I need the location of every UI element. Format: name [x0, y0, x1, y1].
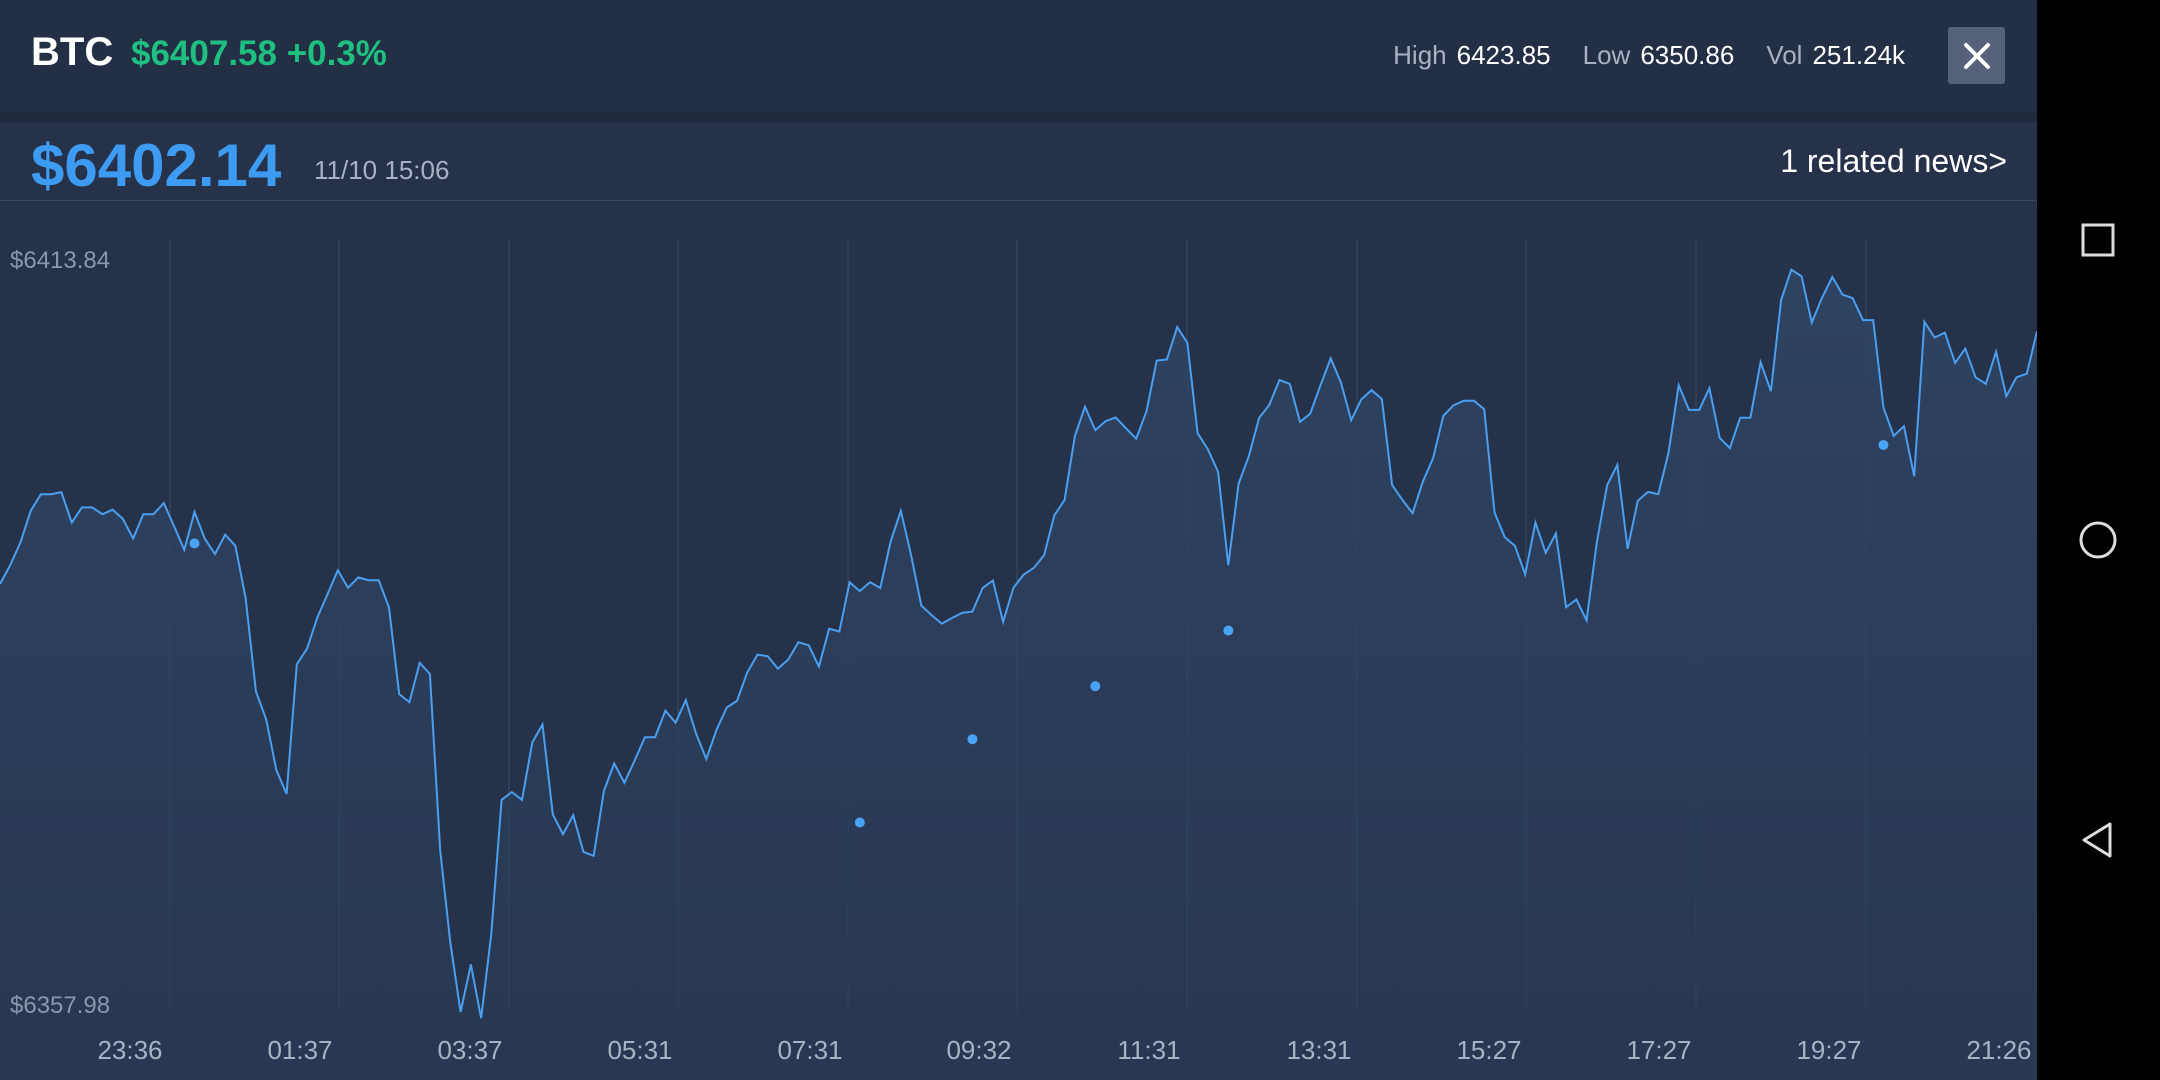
news-dot[interactable] [1090, 681, 1101, 692]
price-area-fill [0, 269, 2037, 1080]
news-dot[interactable] [967, 734, 978, 745]
header-bar: BTC $6407.58 +0.3% High 6423.85 Low 6350.8… [0, 0, 2037, 112]
x-axis-tick-label: 21:26 [1966, 1035, 2031, 1065]
stat-low-value: 6350.86 [1640, 40, 1735, 70]
x-axis-tick-label: 19:27 [1796, 1035, 1861, 1065]
recents-button[interactable] [2058, 200, 2138, 280]
x-axis-tick-label: 03:37 [437, 1035, 502, 1065]
price-timestamp: 11/10 15:06 [314, 155, 450, 185]
x-axis-tick-label: 05:31 [607, 1035, 672, 1065]
y-axis-max-label: $6413.84 [10, 247, 110, 274]
close-button[interactable] [1948, 27, 2005, 84]
news-dot[interactable] [189, 538, 200, 549]
circle-icon [2079, 521, 2117, 559]
x-axis-tick-label: 11:31 [1117, 1035, 1180, 1065]
stat-vol-label: Vol [1766, 40, 1803, 70]
home-button[interactable] [2058, 500, 2138, 580]
stats-bar: High 6423.85 Low 6350.86 Vol 251.24k [1393, 40, 1905, 71]
square-icon [2081, 223, 2115, 257]
back-button[interactable] [2058, 800, 2138, 880]
app-window: BTC $6407.58 +0.3% High 6423.85 Low 6350.8… [0, 0, 2037, 1080]
x-axis-tick-label: 23:36 [97, 1035, 162, 1065]
stat-high-value: 6423.85 [1456, 40, 1551, 70]
header-divider [0, 112, 2037, 122]
stat-vol: Vol 251.24k [1766, 40, 1905, 71]
x-axis-tick-label: 17:27 [1626, 1035, 1691, 1065]
coin-symbol: BTC [31, 30, 114, 74]
price-chart[interactable]: $6413.84 $6357.98 23:36 01:37 03:37 05:31 07:3… [0, 200, 2037, 1080]
x-axis-tick-label: 13:31 [1286, 1035, 1351, 1065]
y-axis-min-label: $6357.98 [10, 992, 110, 1019]
triangle-back-icon [2082, 822, 2112, 858]
stat-high: High 6423.85 [1393, 40, 1550, 71]
stat-low-label: Low [1582, 40, 1631, 70]
news-dot[interactable] [1878, 439, 1889, 450]
x-axis-tick-label: 09:32 [946, 1035, 1011, 1065]
news-dot[interactable] [1223, 625, 1234, 636]
x-axis-tick-label: 01:37 [267, 1035, 332, 1065]
related-news-link[interactable]: 1 related news> [1780, 143, 2007, 179]
close-icon [1963, 42, 1990, 69]
stat-high-label: High [1393, 40, 1447, 70]
chart-svg[interactable]: $6413.84 $6357.98 23:36 01:37 03:37 05:31 07:3… [0, 200, 2037, 1080]
stat-low: Low 6350.86 [1583, 40, 1735, 71]
news-dot[interactable] [854, 817, 865, 828]
stat-vol-value: 251.24k [1812, 40, 1905, 70]
price-subheader: $6402.14 11/10 15:06 1 related news> [0, 122, 2037, 201]
x-axis-tick-label: 07:31 [777, 1035, 842, 1065]
price-line [0, 268, 2037, 1019]
android-nav-bar [2037, 0, 2160, 1080]
current-price: $6402.14 [31, 132, 282, 199]
price-change: $6407.58 +0.3% [131, 34, 387, 73]
x-axis-tick-label: 15:27 [1456, 1035, 1521, 1065]
